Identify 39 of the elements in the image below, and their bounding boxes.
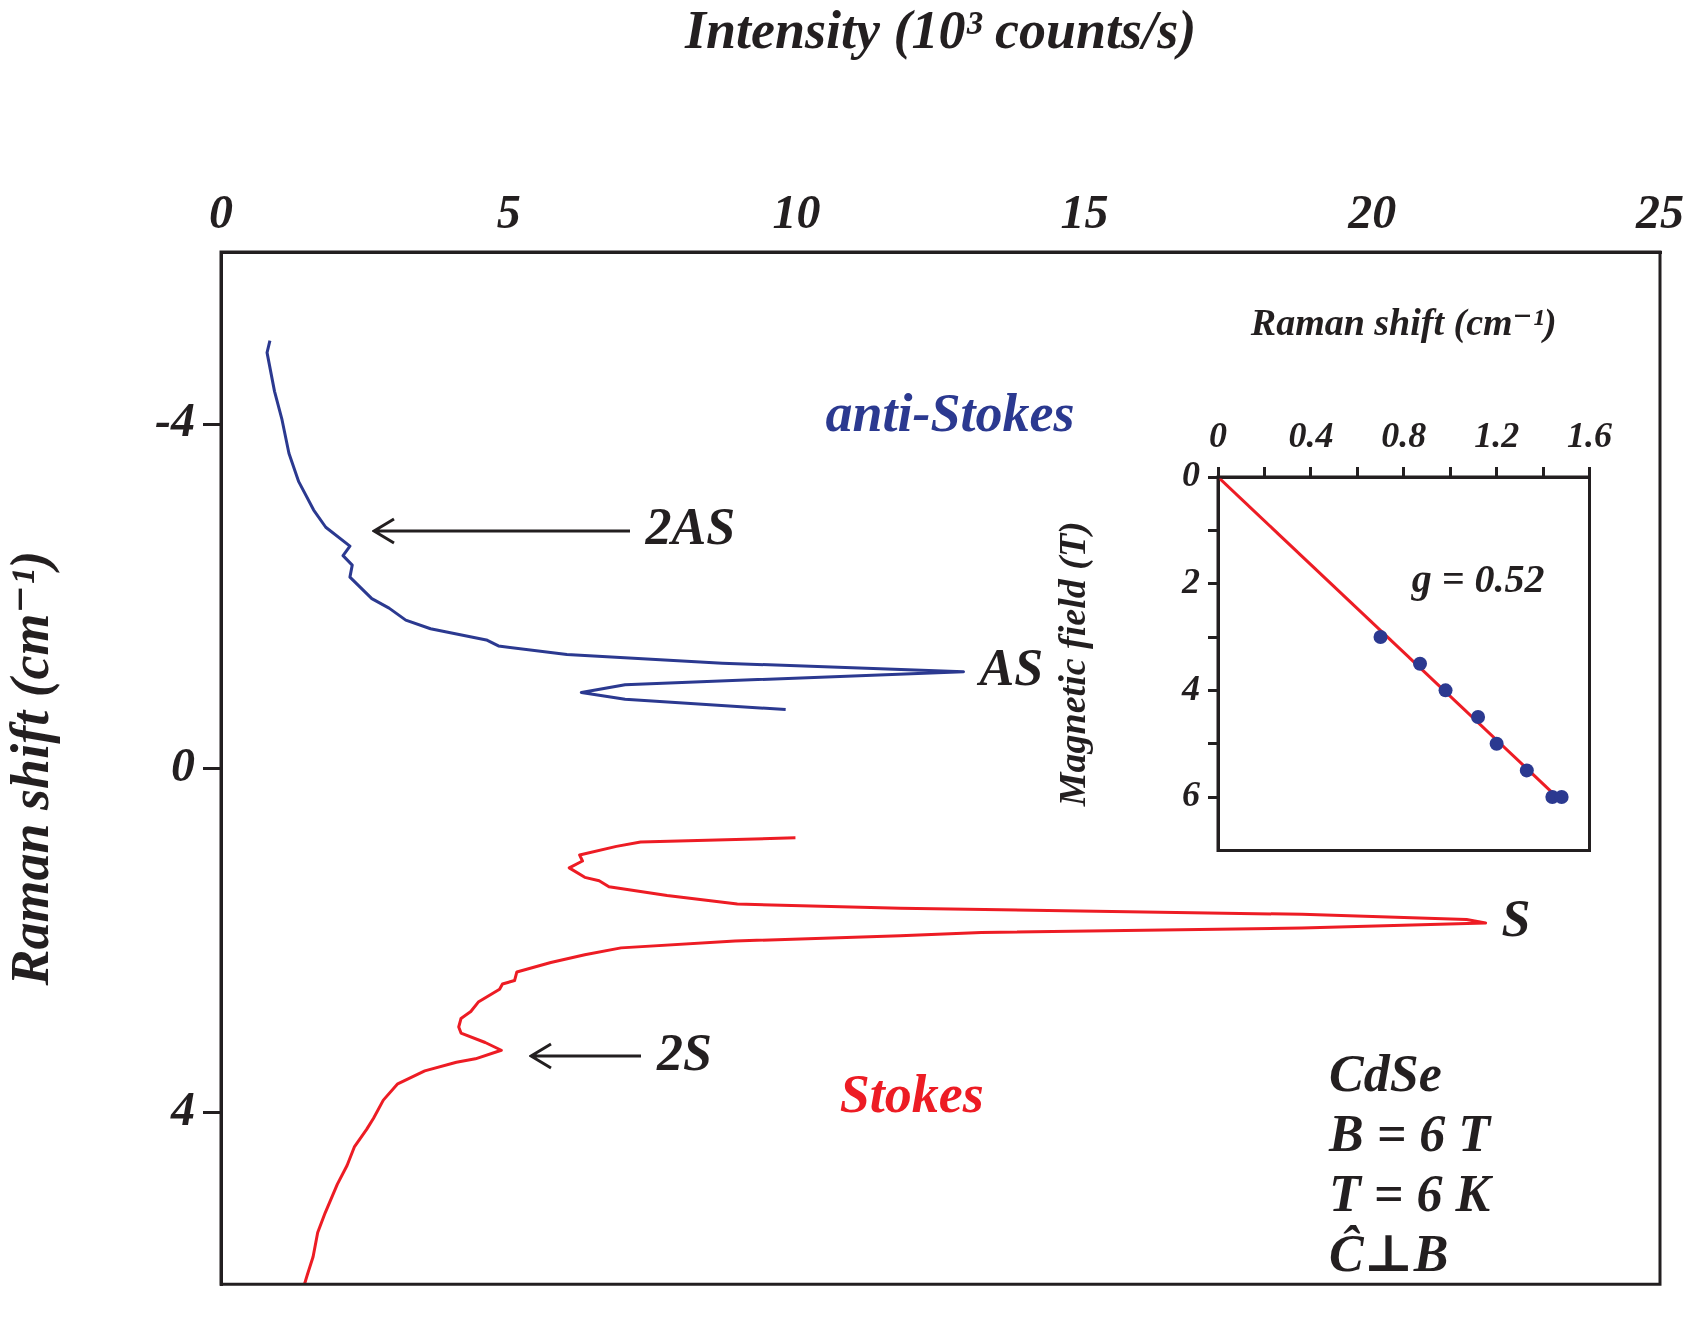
annotation: B = 6 T [1328,1105,1493,1163]
annotation: Ĉ⊥B [1329,1224,1449,1282]
point [1471,710,1486,725]
y-tick-label: 0 [1182,454,1200,495]
y-axis-title: Magnetic field (T) [1050,521,1094,808]
x-tick-label: 5 [496,184,521,238]
point [1413,656,1427,671]
x-tick-label: 15 [1060,184,1109,238]
y-tick-label: 0 [171,737,195,791]
x-tick-label: 0 [1209,414,1227,455]
annotation: 2S [656,1023,712,1081]
text: Stokes [839,1064,984,1125]
x-tick-label: 1.6 [1567,414,1612,455]
y-tick-label: 6 [1182,774,1200,815]
annotation: CdSe [1329,1045,1442,1103]
y-tick-label: 4 [170,1081,195,1135]
point [1519,763,1534,778]
annotation: T = 6 K [1329,1164,1494,1222]
x-tick-label: 0 [209,184,233,238]
x-tick-label: 25 [1635,184,1684,238]
x-tick-label: 0.8 [1381,414,1427,455]
annotation: S [1501,890,1531,948]
y-tick-label: 4 [1181,667,1200,708]
x-axis-title: Intensity (10³ counts/s) [683,0,1197,61]
x-axis-title: Raman shift (cm⁻¹) [1249,300,1557,344]
annotation: AS [976,639,1044,697]
x-tick-label: 0.4 [1288,414,1334,455]
y-tick-label: -4 [155,393,195,447]
annotation: g = 0.52 [1410,555,1545,601]
x-tick-label: 1.2 [1474,414,1520,455]
y-tick-label: 2 [1181,560,1200,601]
point [1489,736,1504,751]
annotation: 2AS [644,498,736,556]
y-axis-title: Raman shift (cm⁻¹) [0,550,61,987]
point [1438,683,1453,698]
point [1373,630,1388,645]
x-tick-label: 20 [1347,184,1397,238]
text: anti-Stokes [825,383,1075,444]
x-tick-label: 10 [772,184,821,238]
